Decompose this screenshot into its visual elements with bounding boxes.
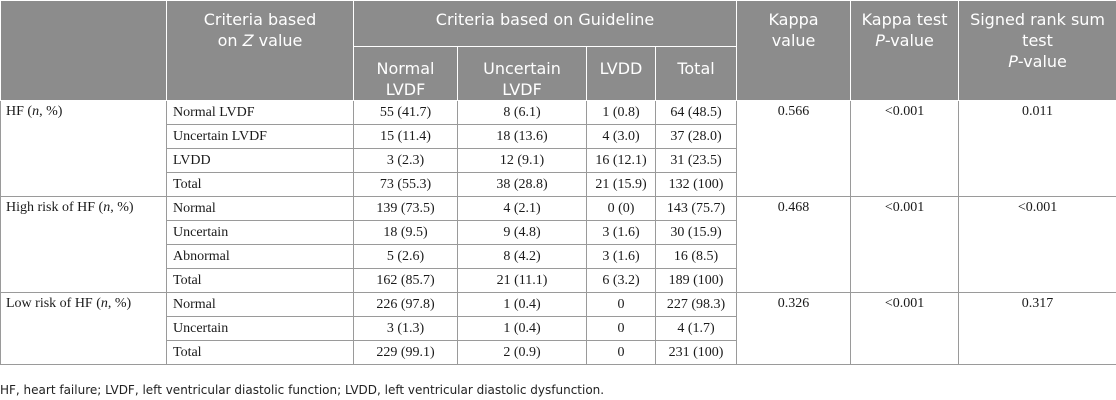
header-normal-lvdf: Normal LVDF <box>353 46 458 101</box>
data-cell: 189 (100) <box>654 268 738 293</box>
data-cell: 231 (100) <box>654 340 738 365</box>
table-row: Uncertain LVDF 15 (11.4) 18 (13.6) 4 (3.… <box>1 124 1116 149</box>
data-cell: 226 (97.8) <box>353 292 458 317</box>
data-cell: 12 (9.1) <box>457 148 587 173</box>
data-cell: 5 (2.6) <box>353 244 458 269</box>
data-cell: 31 (23.5) <box>654 148 738 173</box>
data-cell: 0 <box>586 316 656 341</box>
criteria-cell: Normal <box>166 196 354 221</box>
table-row: Total 229 (99.1) 2 (0.9) 0 231 (100) <box>1 340 1116 365</box>
data-cell: 1 (0.4) <box>457 292 587 317</box>
data-cell: 143 (75.7) <box>654 196 738 221</box>
data-cell: 8 (4.2) <box>457 244 587 269</box>
header-uncertain-lvdf: Uncertain LVDF <box>457 46 587 101</box>
criteria-cell: Normal LVDF <box>166 100 354 125</box>
header-criteria-guideline: Criteria based on Guideline <box>352 0 738 47</box>
data-cell: 3 (1.6) <box>586 244 656 269</box>
kappa-value-cell: 0.566 <box>736 100 852 197</box>
signed-rank-p-cell: <0.001 <box>958 196 1116 293</box>
data-cell: 37 (28.0) <box>654 124 738 149</box>
data-cell: 9 (4.8) <box>457 220 587 245</box>
data-cell: 15 (11.4) <box>353 124 458 149</box>
table-row: LVDD 3 (2.3) 12 (9.1) 16 (12.1) 31 (23.5… <box>1 148 1116 173</box>
table-row: HF (n, %) Normal LVDF 55 (41.7) 8 (6.1) … <box>0 100 1116 197</box>
data-cell: 55 (41.7) <box>353 100 458 125</box>
group-label-hf: HF (n, %) <box>0 100 167 197</box>
table-row: Uncertain 18 (9.5) 9 (4.8) 3 (1.6) 30 (1… <box>1 220 1116 245</box>
data-cell: 3 (1.3) <box>353 316 458 341</box>
data-cell: 21 (15.9) <box>586 172 656 197</box>
data-cell: 18 (13.6) <box>457 124 587 149</box>
table-footnote: HF, heart failure; LVDF, left ventricula… <box>0 383 605 397</box>
header-kappa-value: Kappa value <box>736 0 852 101</box>
table-row: Total 73 (55.3) 38 (28.8) 21 (15.9) 132 … <box>1 172 1116 197</box>
header-lvdd: LVDD <box>586 46 656 101</box>
header-criteria-z: Criteria based on Z value <box>166 0 354 101</box>
group-label-low-risk-hf: Low risk of HF (n, %) <box>0 292 167 365</box>
data-cell: 16 (12.1) <box>586 148 656 173</box>
signed-rank-p-cell: 0.317 <box>958 292 1116 365</box>
data-cell: 139 (73.5) <box>353 196 458 221</box>
kappa-p-cell: <0.001 <box>850 196 960 293</box>
criteria-cell: Total <box>166 268 354 293</box>
data-cell: 16 (8.5) <box>654 244 738 269</box>
criteria-cell: Total <box>166 172 354 197</box>
criteria-cell: Uncertain <box>166 220 354 245</box>
data-cell: 73 (55.3) <box>353 172 458 197</box>
data-cell: 162 (85.7) <box>353 268 458 293</box>
header-signed-rank-p: Signed rank sum test P-value <box>958 0 1116 101</box>
criteria-cell: Total <box>166 340 354 365</box>
data-cell: 132 (100) <box>654 172 738 197</box>
data-cell: 229 (99.1) <box>353 340 458 365</box>
data-cell: 2 (0.9) <box>457 340 587 365</box>
criteria-cell: Uncertain LVDF <box>166 124 354 149</box>
data-cell: 4 (2.1) <box>457 196 587 221</box>
data-cell: 6 (3.2) <box>586 268 656 293</box>
kappa-value-cell: 0.326 <box>736 292 852 365</box>
data-cell: 227 (98.3) <box>654 292 738 317</box>
data-cell: 4 (1.7) <box>654 316 738 341</box>
data-cell: 30 (15.9) <box>654 220 738 245</box>
table-row: Low risk of HF (n, %) Normal 226 (97.8) … <box>0 292 1116 365</box>
comparison-table: Criteria based on Z value Criteria based… <box>0 0 1116 365</box>
header-kappa-test-p: Kappa test P-value <box>850 0 960 101</box>
data-cell: 0 <box>586 292 656 317</box>
data-cell: 3 (2.3) <box>353 148 458 173</box>
criteria-cell: Normal <box>166 292 354 317</box>
group-label-high-risk-hf: High risk of HF (n, %) <box>0 196 167 293</box>
data-cell: 4 (3.0) <box>586 124 656 149</box>
criteria-cell: LVDD <box>166 148 354 173</box>
kappa-p-cell: <0.001 <box>850 100 960 197</box>
kappa-p-cell: <0.001 <box>850 292 960 365</box>
criteria-cell: Uncertain <box>166 316 354 341</box>
data-cell: 1 (0.8) <box>586 100 656 125</box>
table-row: High risk of HF (n, %) Normal 139 (73.5)… <box>0 196 1116 293</box>
data-cell: 1 (0.4) <box>457 316 587 341</box>
table-row: Uncertain 3 (1.3) 1 (0.4) 0 4 (1.7) <box>1 316 1116 341</box>
table-row: Total 162 (85.7) 21 (11.1) 6 (3.2) 189 (… <box>1 268 1116 293</box>
data-cell: 0 (0) <box>586 196 656 221</box>
data-cell: 64 (48.5) <box>654 100 738 125</box>
kappa-value-cell: 0.468 <box>736 196 852 293</box>
data-cell: 21 (11.1) <box>457 268 587 293</box>
data-cell: 8 (6.1) <box>457 100 587 125</box>
data-cell: 3 (1.6) <box>586 220 656 245</box>
criteria-cell: Abnormal <box>166 244 354 269</box>
header-total: Total <box>654 46 738 101</box>
data-cell: 18 (9.5) <box>353 220 458 245</box>
data-cell: 38 (28.8) <box>457 172 587 197</box>
header-corner-cell <box>0 0 167 101</box>
table-row: Abnormal 5 (2.6) 8 (4.2) 3 (1.6) 16 (8.5… <box>1 244 1116 269</box>
signed-rank-p-cell: 0.011 <box>958 100 1116 197</box>
data-cell: 0 <box>586 340 656 365</box>
